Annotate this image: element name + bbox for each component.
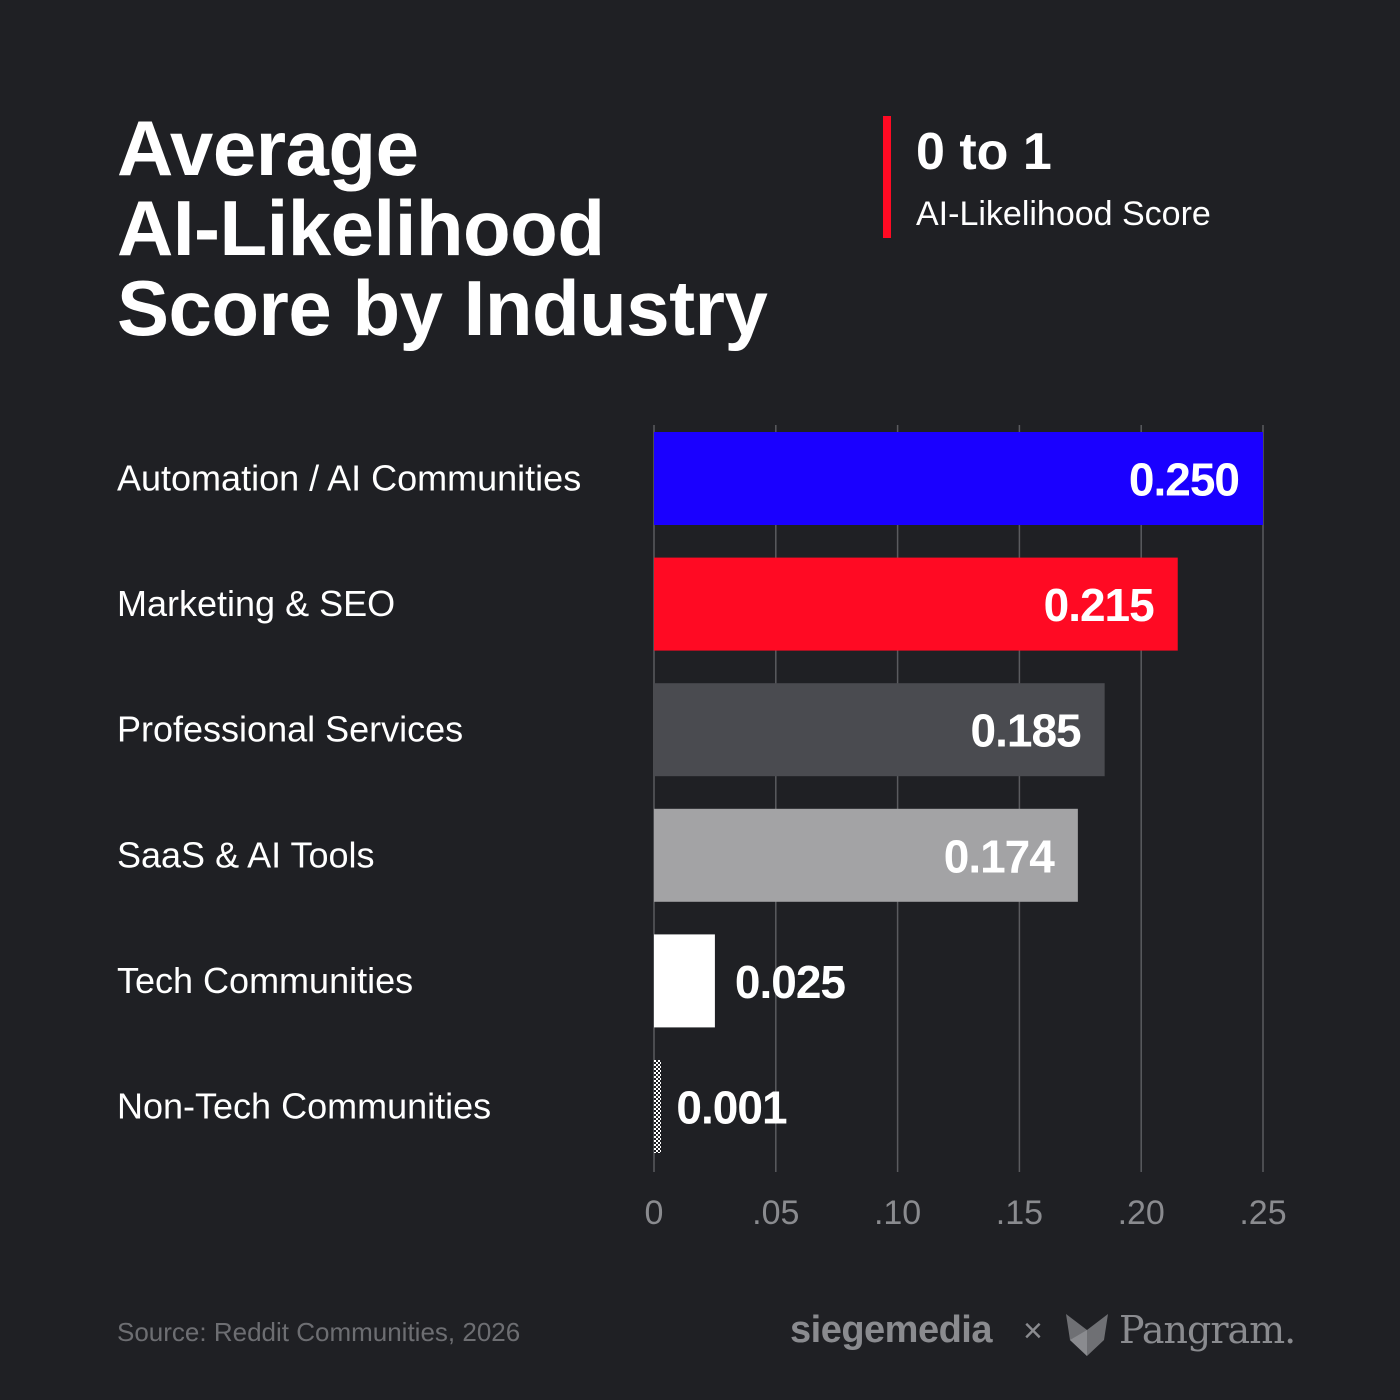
chart-title: Average AI-Likelihood Score by Industry (117, 108, 837, 348)
category-label: Tech Communities (117, 960, 413, 1001)
category-label: Professional Services (117, 709, 463, 750)
value-label: 0.025 (735, 956, 846, 1008)
bar (654, 934, 715, 1028)
bar (654, 432, 1263, 525)
category-label: Non-Tech Communities (117, 1086, 491, 1127)
category-label: SaaS & AI Tools (117, 834, 375, 875)
bar (654, 557, 1178, 651)
x-tick-label: .10 (874, 1194, 921, 1232)
bar (654, 683, 1105, 777)
category-label: Automation / AI Communities (117, 458, 581, 499)
x-tick-label: .20 (1118, 1194, 1165, 1232)
category-label: Marketing & SEO (117, 583, 395, 624)
title-line-3: Score by Industry (117, 264, 768, 352)
bar (654, 808, 1078, 902)
x-tick-label: 0 (645, 1194, 664, 1232)
legend-range: 0 to 1 (916, 123, 1052, 181)
title-line-1: Average (117, 104, 419, 192)
x-tick-label: .15 (996, 1194, 1043, 1232)
bar (654, 1060, 661, 1153)
value-label: 0.250 (1129, 454, 1239, 506)
pangram-logo: Pangram. (1119, 1308, 1296, 1352)
value-label: 0.215 (1044, 579, 1155, 631)
pangram-fox-icon (1066, 1314, 1108, 1356)
brand-separator: × (1023, 1312, 1043, 1350)
legend-accent-bar (883, 116, 891, 238)
source-note: Source: Reddit Communities, 2026 (117, 1317, 521, 1347)
x-tick-label: .25 (1239, 1194, 1286, 1232)
value-label: 0.185 (971, 705, 1082, 757)
legend-label: AI-Likelihood Score (916, 195, 1211, 233)
x-tick-label: .05 (752, 1194, 799, 1232)
value-label: 0.001 (676, 1082, 787, 1134)
title-line-2: AI-Likelihood (117, 184, 605, 272)
siegemedia-logo: siegemedia (790, 1309, 993, 1351)
value-label: 0.174 (944, 830, 1056, 882)
